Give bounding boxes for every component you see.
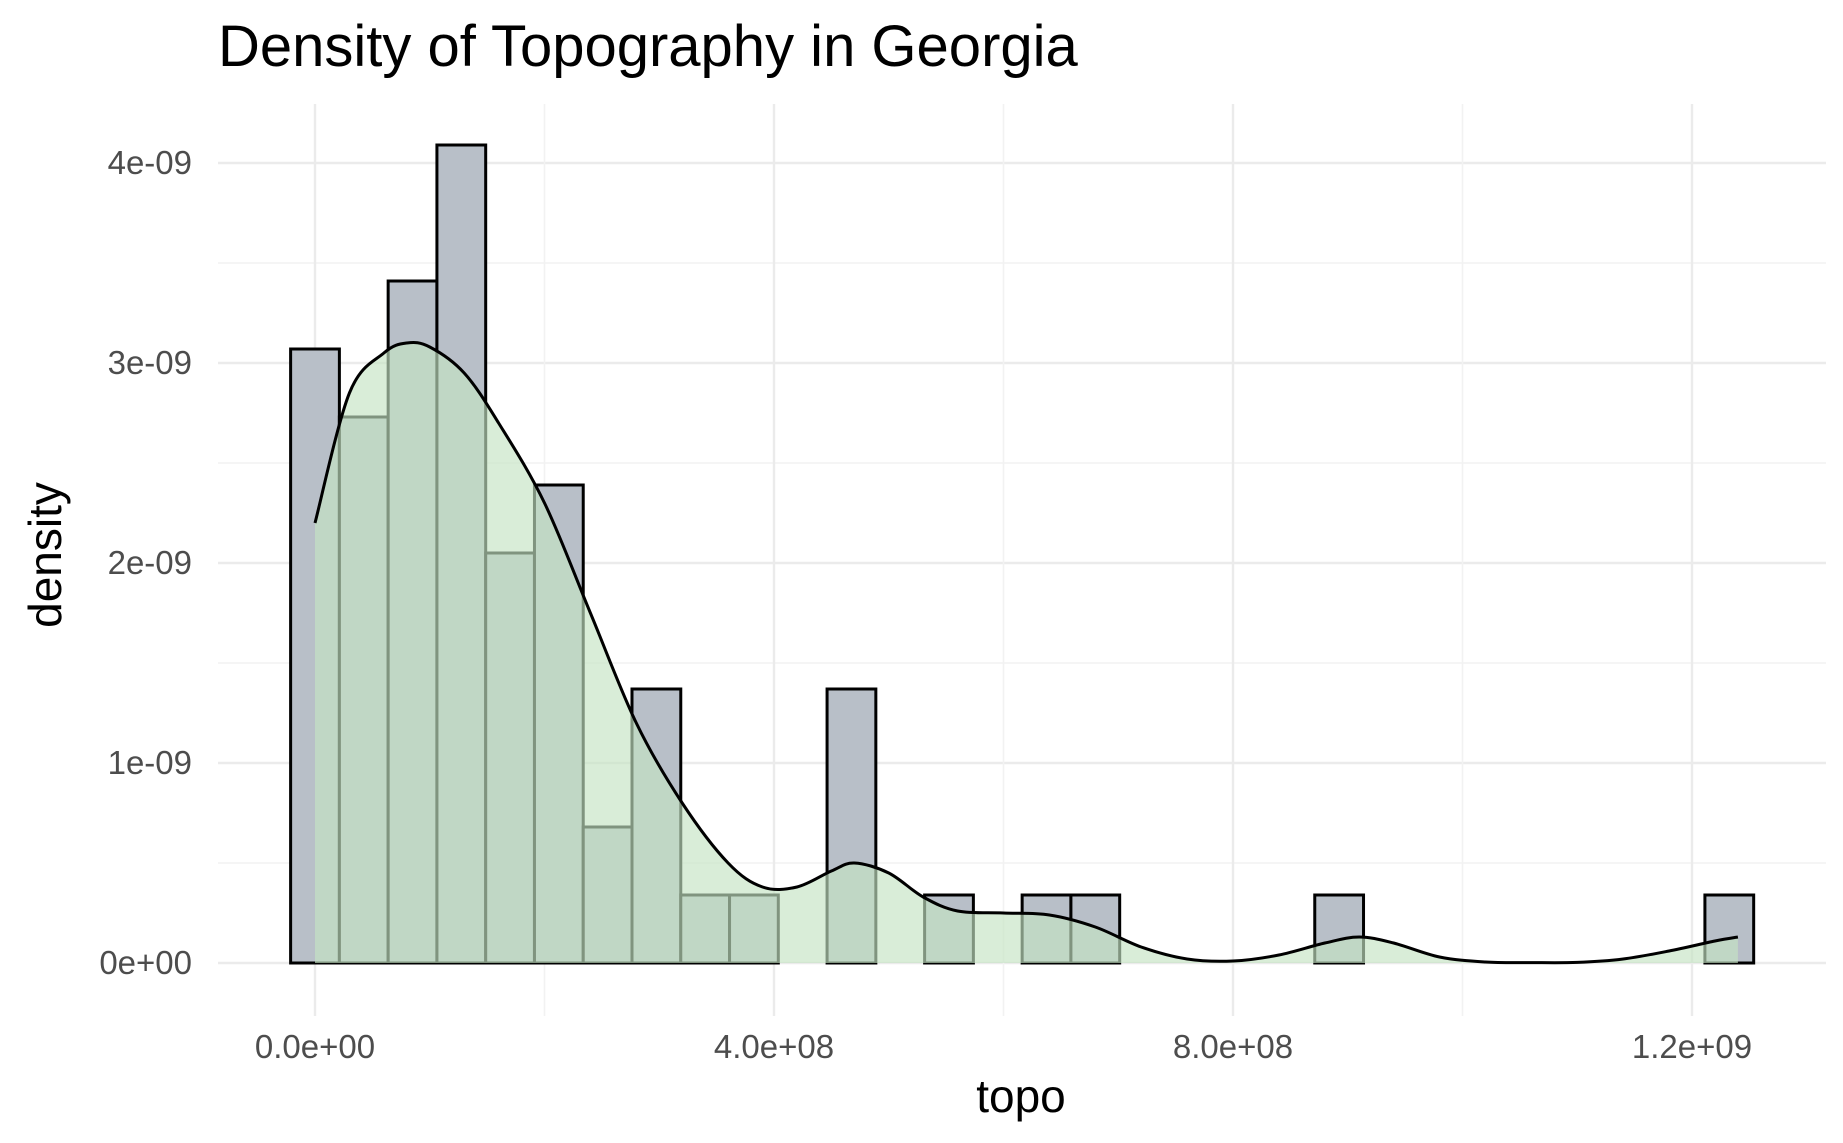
density-curve-layer bbox=[313, 341, 1739, 965]
x-tick-label: 0.0e+00 bbox=[255, 1028, 375, 1065]
y-tick-label: 1e-09 bbox=[108, 744, 192, 781]
y-tick-label: 3e-09 bbox=[108, 344, 192, 381]
chart-title: Density of Topography in Georgia bbox=[218, 14, 1079, 79]
density-area bbox=[315, 342, 1738, 964]
y-axis-tick-labels: 0e+00 1e-09 2e-09 3e-09 4e-09 bbox=[99, 144, 192, 981]
y-tick-label: 4e-09 bbox=[108, 144, 192, 181]
x-tick-label: 8.0e+08 bbox=[1173, 1028, 1293, 1065]
density-line bbox=[313, 341, 1739, 965]
x-axis-tick-labels: 0.0e+00 4.0e+08 8.0e+08 1.2e+09 bbox=[255, 1028, 1752, 1065]
y-tick-label: 2e-09 bbox=[108, 544, 192, 581]
x-axis-title: topo bbox=[976, 1070, 1066, 1122]
x-tick-label: 4.0e+08 bbox=[714, 1028, 834, 1065]
y-axis-title: density bbox=[19, 482, 71, 628]
x-tick-label: 1.2e+09 bbox=[1632, 1028, 1752, 1065]
y-tick-label: 0e+00 bbox=[99, 944, 192, 981]
